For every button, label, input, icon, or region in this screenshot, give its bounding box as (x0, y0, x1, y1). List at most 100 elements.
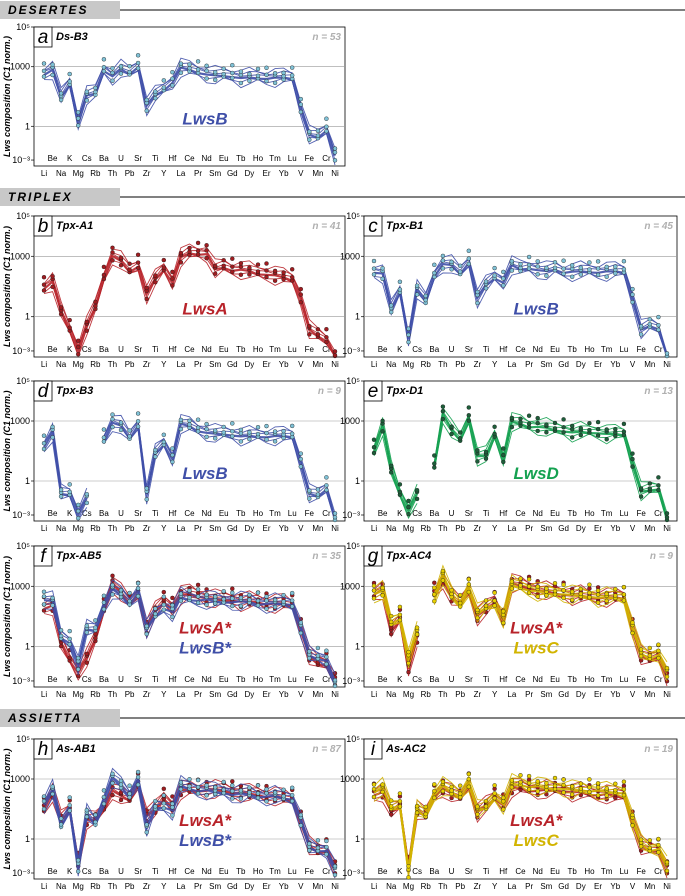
data-point (664, 860, 670, 865)
data-point (664, 868, 670, 874)
data-point (195, 784, 201, 790)
x-tick-label: Ni (331, 360, 339, 369)
x-tick-label: Mg (73, 524, 84, 533)
x-tick-label: Ce (184, 509, 195, 518)
x-tick-label: Sm (540, 360, 552, 369)
x-tick-label: Na (56, 524, 67, 533)
x-tick-label: La (176, 524, 185, 533)
data-point (535, 584, 540, 589)
data-point (170, 76, 175, 81)
data-point (41, 61, 47, 66)
x-tick-label: Er (594, 360, 602, 369)
data-point (526, 254, 532, 260)
ytick-label: 1 (355, 476, 360, 486)
data-point (656, 648, 661, 653)
data-point (307, 488, 312, 493)
ytick-label: 1 (25, 834, 30, 844)
data-point (75, 338, 81, 343)
data-point (110, 245, 115, 251)
x-tick-label: Pb (455, 524, 465, 533)
data-point (153, 611, 158, 617)
data-point (144, 97, 149, 103)
data-point (647, 838, 652, 843)
data-point (324, 116, 329, 121)
data-point (371, 588, 377, 593)
y-axis-label: Lws composition (C1 norm.) (2, 226, 12, 347)
group-label: LwsA (182, 300, 227, 319)
data-point (604, 598, 609, 604)
x-tick-label: Rb (90, 169, 101, 178)
data-point (389, 470, 394, 475)
data-point (501, 276, 506, 281)
data-point (101, 593, 107, 598)
ytick-label: 10⁻³ (342, 346, 360, 356)
data-point (307, 841, 312, 846)
x-tick-label: Hf (499, 345, 508, 354)
panel-letter: f (40, 546, 47, 567)
panel-letter: e (368, 381, 379, 402)
x-tick-label: La (176, 360, 185, 369)
data-point (561, 777, 566, 782)
data-point (255, 262, 261, 267)
data-point (110, 771, 115, 776)
chart-panel-e: 10⁵1000110⁻³LiBeNaKMgCsRbBaThUPbSrZrTiYH… (340, 376, 678, 533)
data-point (127, 428, 132, 433)
ytick-label: 10⁵ (346, 376, 360, 386)
series-line (373, 254, 668, 354)
data-point (50, 284, 55, 290)
data-point (535, 428, 540, 434)
data-point (118, 71, 124, 76)
x-tick-label: Hf (168, 345, 177, 354)
data-point (315, 653, 321, 658)
x-tick-label: Y (492, 882, 498, 891)
x-tick-label: Ce (515, 675, 526, 684)
x-tick-label: Lu (288, 154, 297, 163)
data-point (84, 814, 90, 819)
x-tick-label: Nd (533, 675, 543, 684)
data-point (110, 412, 115, 417)
x-tick-label: Lu (619, 345, 628, 354)
x-tick-label: Dy (245, 360, 255, 369)
x-tick-label: Fe (305, 509, 315, 518)
n-count: n = 9 (318, 386, 342, 397)
x-tick-label: Sr (134, 675, 142, 684)
data-point (449, 591, 454, 597)
data-point (212, 271, 218, 276)
data-point (414, 804, 420, 809)
data-point (135, 774, 141, 780)
data-point (389, 309, 394, 315)
x-tick-label: Yb (610, 360, 620, 369)
group-label: LwsD (513, 464, 558, 483)
data-point (664, 511, 670, 516)
data-point (406, 504, 411, 510)
data-point (101, 272, 107, 278)
x-tick-label: Cr (322, 867, 331, 876)
data-point (432, 453, 437, 458)
data-point (67, 808, 72, 813)
x-tick-label: Pb (455, 360, 465, 369)
data-point (238, 603, 244, 609)
data-point (613, 586, 618, 592)
x-tick-label: Dy (245, 524, 255, 533)
data-point (135, 424, 141, 429)
panel-letter: g (368, 546, 379, 567)
data-point (84, 500, 90, 506)
data-point (118, 420, 124, 425)
data-point (272, 797, 278, 802)
x-tick-label: Ho (584, 867, 595, 876)
x-tick-label: Dy (576, 360, 586, 369)
data-point (423, 811, 428, 817)
data-point (195, 252, 201, 257)
data-point (118, 591, 124, 597)
data-point (101, 801, 107, 806)
ytick-label: 10⁻³ (12, 868, 30, 878)
data-point (458, 269, 463, 274)
data-point (118, 588, 124, 593)
data-point (535, 789, 540, 794)
panel-title: As-AC2 (385, 743, 426, 755)
data-point (212, 428, 218, 433)
data-point (458, 600, 463, 606)
x-tick-label: Li (371, 690, 377, 699)
data-point (195, 587, 201, 592)
data-point (110, 424, 115, 430)
